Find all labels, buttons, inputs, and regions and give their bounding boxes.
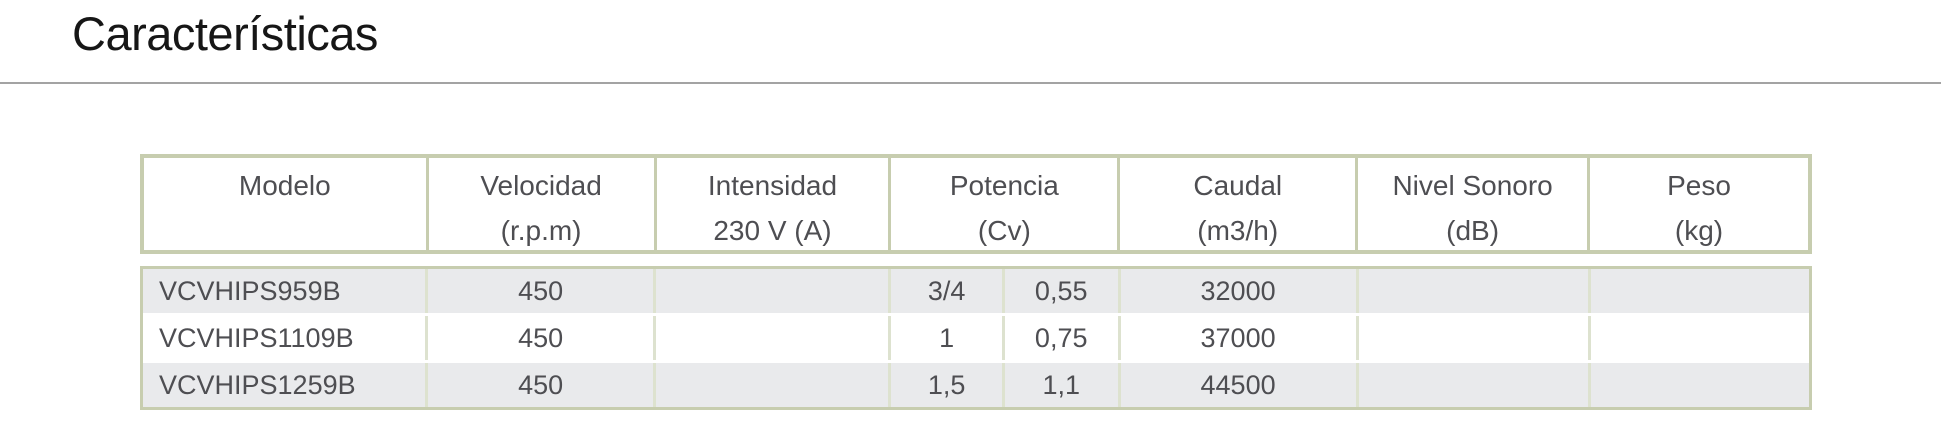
cell-peso — [1587, 316, 1809, 360]
column-header-potencia: Potencia (Cv) — [888, 158, 1117, 250]
column-header-label: Nivel Sonoro — [1392, 170, 1553, 201]
table-header-row: Modelo Velocidad (r.p.m) Intensidad 230 … — [140, 154, 1812, 254]
column-header-caudal: Caudal (m3/h) — [1117, 158, 1355, 250]
column-header-label: Caudal — [1193, 170, 1283, 201]
cell-modelo: VCVHIPS959B — [159, 275, 341, 306]
column-header-unit: (Cv) — [977, 215, 1031, 246]
column-header-unit: (r.p.m) — [500, 215, 582, 246]
cell-velocidad: 450 — [425, 269, 653, 313]
cell-intensidad — [653, 363, 888, 407]
cell-potencia-cv: 1,5 — [888, 363, 1002, 407]
column-header-unit: (m3/h) — [1197, 215, 1279, 246]
title-divider — [0, 82, 1941, 84]
column-header-label: Potencia — [949, 170, 1059, 201]
cell-caudal: 44500 — [1117, 363, 1356, 407]
table-body: VCVHIPS959B 450 3/4 0,55 32000 VCVHIPS11… — [140, 266, 1812, 410]
table-row: VCVHIPS1259B 450 1,5 1,1 44500 — [143, 363, 1809, 407]
table-row: VCVHIPS1109B 450 1 0,75 37000 — [143, 316, 1809, 360]
cell-caudal: 37000 — [1117, 316, 1356, 360]
cell-nivel-sonoro — [1355, 269, 1588, 313]
cell-nivel-sonoro — [1355, 363, 1588, 407]
cell-modelo: VCVHIPS1109B — [159, 322, 354, 353]
cell-potencia-kw: 1,1 — [1001, 363, 1118, 407]
cell-caudal: 32000 — [1117, 269, 1356, 313]
cell-velocidad: 450 — [425, 363, 653, 407]
cell-peso — [1587, 363, 1809, 407]
column-header-label: Modelo — [238, 170, 331, 201]
cell-intensidad — [653, 269, 888, 313]
column-header-label: Velocidad — [480, 170, 602, 201]
cell-potencia-kw: 0,75 — [1001, 316, 1118, 360]
column-header-unit: (kg) — [1674, 215, 1724, 246]
cell-nivel-sonoro — [1355, 316, 1588, 360]
cell-potencia-cv: 1 — [888, 316, 1002, 360]
cell-potencia-cv: 3/4 — [888, 269, 1002, 313]
column-header-label: Peso — [1667, 170, 1731, 201]
cell-peso — [1587, 269, 1809, 313]
row-divider — [143, 313, 1809, 316]
column-header-unit: 230 V (A) — [713, 215, 832, 246]
column-header-nivel-sonoro: Nivel Sonoro (dB) — [1355, 158, 1587, 250]
column-header-unit: (dB) — [1446, 215, 1500, 246]
cell-velocidad: 450 — [425, 316, 653, 360]
column-header-intensidad: Intensidad 230 V (A) — [653, 158, 889, 250]
page-title: Características — [72, 7, 378, 60]
column-header-modelo: Modelo — [144, 158, 426, 250]
column-header-label: Intensidad — [707, 170, 838, 201]
table-row: VCVHIPS959B 450 3/4 0,55 32000 — [143, 269, 1809, 313]
column-header-velocidad: Velocidad (r.p.m) — [425, 158, 654, 250]
cell-modelo: VCVHIPS1259B — [159, 369, 356, 400]
column-header-peso: Peso (kg) — [1587, 158, 1808, 250]
cell-intensidad — [653, 316, 888, 360]
row-divider — [143, 360, 1809, 363]
cell-potencia-kw: 0,55 — [1001, 269, 1118, 313]
